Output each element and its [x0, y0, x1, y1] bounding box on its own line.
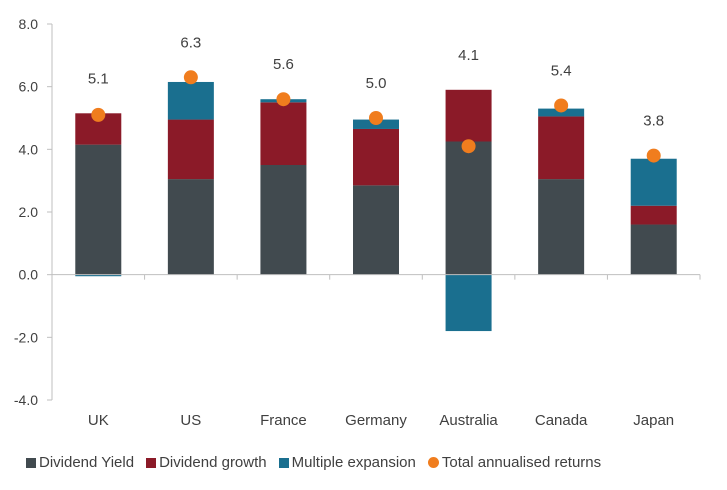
total-return-marker	[461, 139, 476, 154]
legend-item-dividend-yield: Dividend Yield	[26, 454, 134, 471]
legend-label-dividend-growth: Dividend growth	[159, 454, 267, 471]
legend-item-dividend-growth: Dividend growth	[146, 454, 267, 471]
y-tick-label: 0.0	[19, 267, 39, 283]
total-return-marker	[91, 107, 106, 122]
bar-multiple-expansion	[630, 158, 677, 206]
x-category-label: Canada	[535, 412, 588, 429]
x-category-label: Australia	[439, 412, 498, 429]
legend-item-multiple-expansion: Multiple expansion	[278, 454, 416, 471]
legend: Dividend Yield Dividend growth Multiple …	[26, 454, 613, 471]
legend-marker-total-returns	[427, 457, 439, 468]
bar-dividend-growth	[260, 102, 307, 165]
chart-area: 8.0 6.0 4.0 2.0 0.0 -2.0 -4.0 UK US France Germany…	[14, 16, 701, 429]
bar-dividend-growth	[167, 119, 214, 180]
total-return-label: 3.8	[643, 113, 664, 130]
legend-label-total-returns: Total annualised returns	[441, 454, 602, 471]
total-return-marker	[276, 92, 291, 107]
bar-dividend-yield	[353, 185, 399, 275]
total-return-marker	[369, 111, 383, 125]
y-tick-label: -2.0	[14, 329, 38, 345]
total-return-label: 5.1	[88, 70, 109, 87]
x-category-label: US	[180, 412, 201, 429]
x-category-label: UK	[88, 412, 109, 429]
bar-dividend-growth	[353, 128, 399, 186]
legend-label-multiple-expansion: Multiple expansion	[291, 454, 416, 471]
bar-dividend-yield	[75, 144, 122, 275]
x-category-label: France	[260, 412, 307, 429]
total-return-marker	[183, 70, 198, 85]
total-return-label: 5.6	[273, 56, 294, 73]
y-tick-label: -4.0	[14, 392, 38, 408]
y-tick-label: 6.0	[19, 79, 39, 95]
x-category-label: Japan	[633, 412, 674, 429]
legend-label-dividend-yield: Dividend Yield	[39, 454, 135, 471]
total-return-label: 5.4	[551, 62, 572, 79]
bar-dividend-growth	[630, 205, 677, 225]
bar-dividend-yield	[630, 224, 677, 275]
legend-item-total-returns: Total annualised returns	[427, 454, 602, 471]
total-return-label: 5.0	[366, 75, 387, 92]
bar-dividend-yield	[167, 179, 214, 275]
total-return-label: 4.1	[458, 47, 479, 64]
bar-dividend-yield	[538, 179, 585, 275]
y-tick-label: 2.0	[19, 204, 39, 220]
total-return-marker	[554, 98, 569, 113]
legend-swatch-multiple-expansion	[278, 457, 289, 468]
total-return-marker	[646, 148, 661, 163]
bar-dividend-growth	[538, 116, 585, 180]
y-tick-label: 4.0	[19, 141, 39, 157]
bar-dividend-yield	[260, 165, 307, 275]
bar-multiple-expansion	[167, 81, 214, 120]
bar-dividend-yield	[445, 141, 492, 275]
total-return-label: 6.3	[180, 34, 201, 51]
legend-swatch-dividend-yield	[26, 457, 36, 468]
bar-dividend-growth	[445, 89, 492, 142]
bar-multiple-expansion	[445, 274, 492, 332]
x-category-label: Germany	[345, 412, 407, 429]
bar-multiple-expansion	[538, 108, 585, 117]
bar-multiple-expansion	[75, 274, 122, 277]
legend-swatch-dividend-growth	[146, 457, 157, 468]
y-tick-label: 8.0	[19, 16, 39, 32]
